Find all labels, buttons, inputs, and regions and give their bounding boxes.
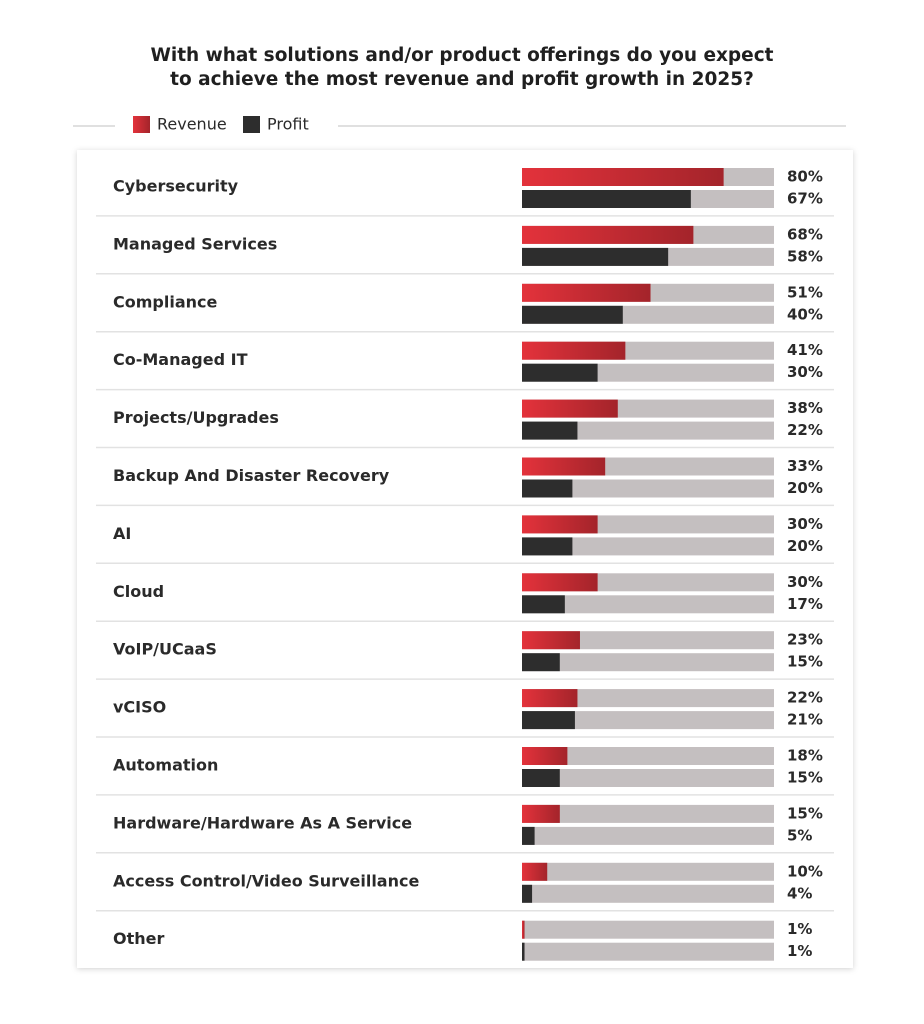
category-label: Backup And Disaster Recovery (113, 466, 390, 485)
value-label: 22% (787, 421, 823, 439)
bar-shade (522, 168, 724, 186)
bar-shade (522, 631, 580, 650)
value-label: 23% (787, 631, 823, 649)
bar-track (522, 479, 774, 498)
value-label: 67% (787, 190, 823, 208)
value-label: 41% (787, 341, 823, 359)
bar (522, 653, 560, 672)
value-label: 15% (787, 804, 823, 822)
chart-title: With what solutions and/or product offer… (150, 45, 774, 90)
category-label: vCISO (113, 698, 166, 717)
bar-track (522, 942, 774, 961)
bar-track (522, 653, 774, 672)
bar-shade (522, 283, 651, 302)
bar (522, 421, 578, 440)
bar-track (522, 826, 774, 845)
category-label: Cloud (113, 582, 164, 601)
bar-track (522, 769, 774, 787)
bar (522, 769, 560, 787)
bar-shade (522, 399, 618, 418)
value-label: 10% (787, 862, 823, 880)
value-label: 38% (787, 399, 823, 417)
bar (522, 479, 573, 498)
bar (522, 711, 575, 730)
value-label: 68% (787, 225, 823, 243)
bar-shade (522, 457, 606, 476)
category-label: Projects/Upgrades (113, 408, 279, 427)
bar (522, 537, 573, 556)
value-label: 17% (787, 595, 823, 613)
value-label: 15% (787, 653, 823, 671)
bar-track (522, 689, 774, 708)
bar-track (522, 804, 774, 823)
category-label: Compliance (113, 292, 218, 311)
value-label: 40% (787, 305, 823, 323)
bar (522, 942, 525, 961)
value-label: 1% (787, 920, 812, 938)
bar-track (522, 711, 774, 730)
value-label: 1% (787, 942, 812, 960)
bar (522, 884, 533, 903)
value-label: 5% (787, 826, 812, 844)
value-label: 20% (787, 537, 823, 555)
category-label: VoIP/UCaaS (113, 640, 217, 659)
legend-label: Profit (267, 115, 309, 134)
value-label: 21% (787, 711, 823, 729)
bar-track (522, 631, 774, 650)
value-label: 22% (787, 689, 823, 707)
bar-shade (522, 515, 598, 534)
bar-shade (522, 341, 626, 360)
bar-shade (522, 920, 525, 939)
legend-label: Revenue (157, 115, 227, 134)
category-label: Hardware/Hardware As A Service (113, 813, 412, 832)
bar (522, 305, 623, 324)
bar-track (522, 920, 774, 939)
bar-track (522, 595, 774, 614)
bar-shade (522, 747, 568, 765)
card (77, 150, 853, 968)
value-label: 51% (787, 283, 823, 301)
bar-track (522, 862, 774, 881)
legend-swatch (243, 116, 260, 133)
bar-track (522, 747, 774, 765)
bar-shade (522, 862, 548, 881)
category-label: Other (113, 929, 164, 948)
category-label: Cybersecurity (113, 176, 239, 195)
bar (522, 190, 691, 208)
legend-swatch-shade (133, 116, 150, 133)
value-label: 58% (787, 247, 823, 265)
category-label: Access Control/Video Surveillance (113, 871, 419, 890)
bar-shade (522, 573, 598, 592)
value-label: 30% (787, 515, 823, 533)
bar (522, 363, 598, 382)
category-label: AI (113, 524, 131, 543)
value-label: 18% (787, 747, 823, 765)
bar (522, 247, 669, 266)
bar-shade (522, 689, 578, 708)
bar (522, 595, 565, 614)
value-label: 30% (787, 363, 823, 381)
category-label: Automation (113, 755, 218, 774)
bar-track (522, 884, 774, 903)
bar-track (522, 421, 774, 440)
bar-track (522, 537, 774, 556)
bar-shade (522, 225, 694, 244)
bar (522, 826, 535, 845)
value-label: 80% (787, 168, 823, 186)
value-label: 15% (787, 769, 823, 787)
bar-shade (522, 804, 560, 823)
value-label: 30% (787, 573, 823, 591)
value-label: 20% (787, 479, 823, 497)
category-label: Managed Services (113, 234, 277, 253)
value-label: 33% (787, 457, 823, 475)
category-label: Co-Managed IT (113, 350, 248, 369)
value-label: 4% (787, 884, 812, 902)
